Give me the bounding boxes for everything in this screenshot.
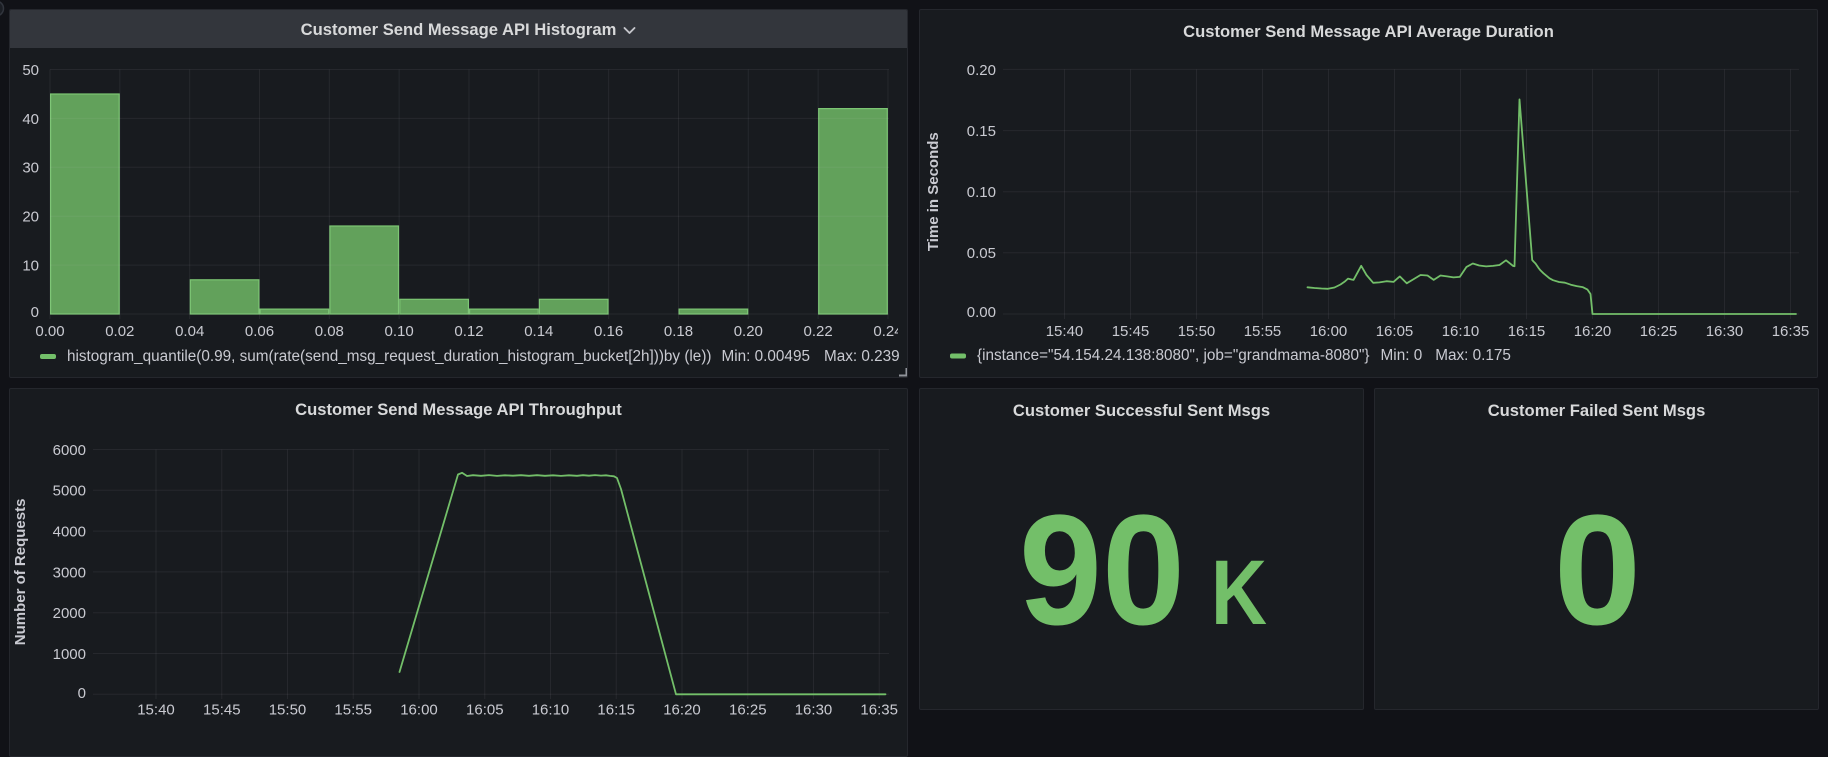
svg-text:16:15: 16:15 — [1508, 323, 1546, 340]
svg-text:16:05: 16:05 — [1376, 323, 1414, 340]
svg-text:16:35: 16:35 — [1772, 323, 1810, 340]
svg-text:0.18: 0.18 — [664, 323, 693, 340]
svg-text:6000: 6000 — [53, 442, 86, 459]
svg-text:{instance="54.154.24.138:8080": {instance="54.154.24.138:8080", job="gra… — [977, 347, 1511, 364]
svg-text:0.08: 0.08 — [315, 323, 344, 340]
svg-text:0: 0 — [78, 685, 86, 702]
svg-text:0.20: 0.20 — [734, 323, 763, 340]
svg-text:0: 0 — [31, 304, 39, 321]
svg-text:0.14: 0.14 — [524, 323, 553, 340]
svg-text:0.16: 0.16 — [594, 323, 623, 340]
svg-text:20: 20 — [22, 209, 39, 226]
svg-text:0.04: 0.04 — [175, 323, 204, 340]
svg-text:16:15: 16:15 — [597, 701, 635, 718]
svg-text:30: 30 — [22, 160, 39, 177]
svg-text:16:10: 16:10 — [1442, 323, 1480, 340]
svg-text:15:55: 15:55 — [334, 701, 372, 718]
svg-text:16:20: 16:20 — [1574, 323, 1612, 340]
svg-text:16:25: 16:25 — [1640, 323, 1678, 340]
svg-text:0.15: 0.15 — [967, 123, 996, 140]
svg-text:16:35: 16:35 — [860, 701, 898, 718]
svg-text:16:00: 16:00 — [1310, 323, 1348, 340]
svg-text:40: 40 — [22, 111, 39, 128]
svg-text:0: 0 — [1554, 483, 1641, 658]
svg-text:0.06: 0.06 — [245, 323, 274, 340]
svg-text:15:50: 15:50 — [1178, 323, 1216, 340]
svg-text:16:30: 16:30 — [1706, 323, 1744, 340]
svg-text:Time in Seconds: Time in Seconds — [925, 132, 942, 251]
svg-text:16:10: 16:10 — [532, 701, 570, 718]
svg-text:Number of Requests: Number of Requests — [12, 499, 29, 646]
svg-text:15:45: 15:45 — [1112, 323, 1150, 340]
svg-text:0.05: 0.05 — [967, 245, 996, 262]
svg-text:16:00: 16:00 — [400, 701, 438, 718]
svg-text:0.24: 0.24 — [873, 323, 902, 340]
svg-text:16:25: 16:25 — [729, 701, 767, 718]
svg-text:16:20: 16:20 — [663, 701, 701, 718]
svg-text:15:40: 15:40 — [1046, 323, 1084, 340]
svg-text:15:40: 15:40 — [137, 701, 175, 718]
svg-text:0.20: 0.20 — [967, 62, 996, 79]
svg-text:2000: 2000 — [53, 605, 86, 622]
svg-text:10: 10 — [22, 258, 39, 275]
svg-text:0.10: 0.10 — [384, 323, 413, 340]
svg-text:4000: 4000 — [53, 524, 86, 541]
svg-text:3000: 3000 — [53, 564, 86, 581]
svg-text:0.00: 0.00 — [967, 304, 996, 321]
svg-text:histogram_quantile(0.99, sum(r: histogram_quantile(0.99, sum(rate(send_m… — [67, 348, 900, 365]
svg-text:15:45: 15:45 — [203, 701, 241, 718]
svg-text:15:50: 15:50 — [269, 701, 307, 718]
svg-text:0.12: 0.12 — [454, 323, 483, 340]
svg-text:90K: 90 K — [1019, 483, 1267, 658]
svg-text:16:30: 16:30 — [795, 701, 833, 718]
svg-text:16:05: 16:05 — [466, 701, 504, 718]
svg-text:1000: 1000 — [53, 646, 86, 663]
svg-text:0.00: 0.00 — [35, 323, 64, 340]
svg-text:15:55: 15:55 — [1244, 323, 1282, 340]
svg-text:50: 50 — [22, 62, 39, 79]
svg-text:0.10: 0.10 — [967, 184, 996, 201]
svg-text:0.02: 0.02 — [105, 323, 134, 340]
svg-text:5000: 5000 — [53, 483, 86, 500]
svg-text:0.22: 0.22 — [803, 323, 832, 340]
